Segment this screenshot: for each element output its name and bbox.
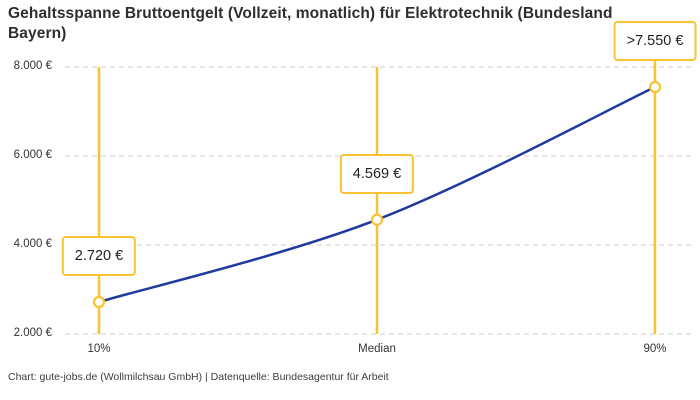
chart-source-note: Chart: gute-jobs.de (Wollmilchsau GmbH) … bbox=[8, 371, 389, 383]
chart-title: Gehaltsspanne Bruttoentgelt (Vollzeit, m… bbox=[8, 5, 613, 43]
data-point-marker bbox=[648, 80, 662, 94]
data-point-marker bbox=[92, 295, 106, 309]
data-point-marker bbox=[370, 213, 384, 226]
